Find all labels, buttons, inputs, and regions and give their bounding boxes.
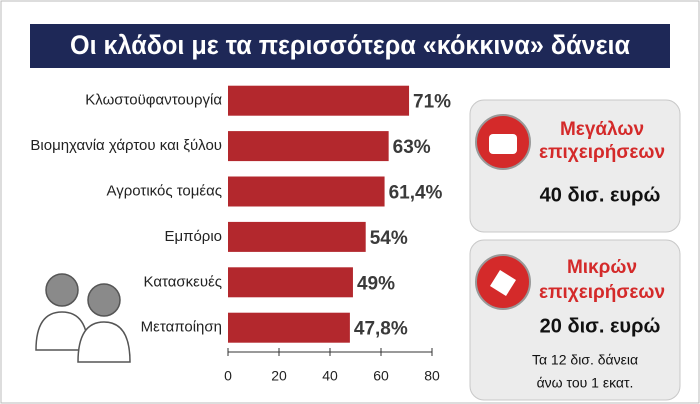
panel-icon (489, 134, 517, 154)
bar (228, 312, 350, 343)
panel-amount: 40 δισ. ευρώ (540, 184, 661, 206)
y-tick-label: Κλωστοϋφαντουργία (85, 92, 222, 109)
y-tick-label: Βιομηχανία χάρτου και ξύλου (30, 137, 222, 154)
x-tick-label: 0 (224, 368, 232, 384)
x-tick-label: 80 (424, 368, 440, 384)
panel-title: επιχειρήσεων (539, 282, 665, 303)
bar (228, 176, 385, 207)
panel-title: επιχειρήσεων (539, 142, 665, 163)
title-banner (30, 24, 670, 68)
y-tick-label: Εμπόριο (164, 228, 222, 245)
bar (228, 221, 366, 252)
value-label: 49% (357, 273, 395, 294)
x-tick-label: 20 (271, 368, 287, 384)
panel-title: Μικρών (567, 257, 637, 278)
panel-amount: 20 δισ. ευρώ (540, 315, 661, 337)
panel-note: άνω του 1 εκατ. (537, 375, 634, 391)
value-label: 63% (393, 137, 431, 158)
y-tick-label: Κατασκευές (144, 273, 222, 290)
panel-title: Μεγάλων (560, 119, 644, 140)
people-icon (35, 273, 131, 363)
bar (228, 267, 353, 298)
y-tick-label: Μεταποίηση (141, 319, 222, 336)
panel-note: Τα 12 δισ. δάνεια (532, 352, 638, 368)
value-label: 54% (370, 228, 408, 249)
panel-icon (490, 270, 516, 296)
chart-title: Οι κλάδοι με τα περισσότερα «κόκκινα» δά… (70, 30, 630, 60)
value-label: 61,4% (389, 183, 443, 204)
value-label: 71% (413, 92, 451, 113)
value-label: 47,8% (354, 319, 408, 340)
y-tick-label: Αγροτικός τομέας (107, 182, 223, 199)
bar (228, 85, 410, 116)
x-tick-label: 60 (373, 368, 389, 384)
x-tick-label: 40 (322, 368, 338, 384)
bar (228, 131, 389, 162)
